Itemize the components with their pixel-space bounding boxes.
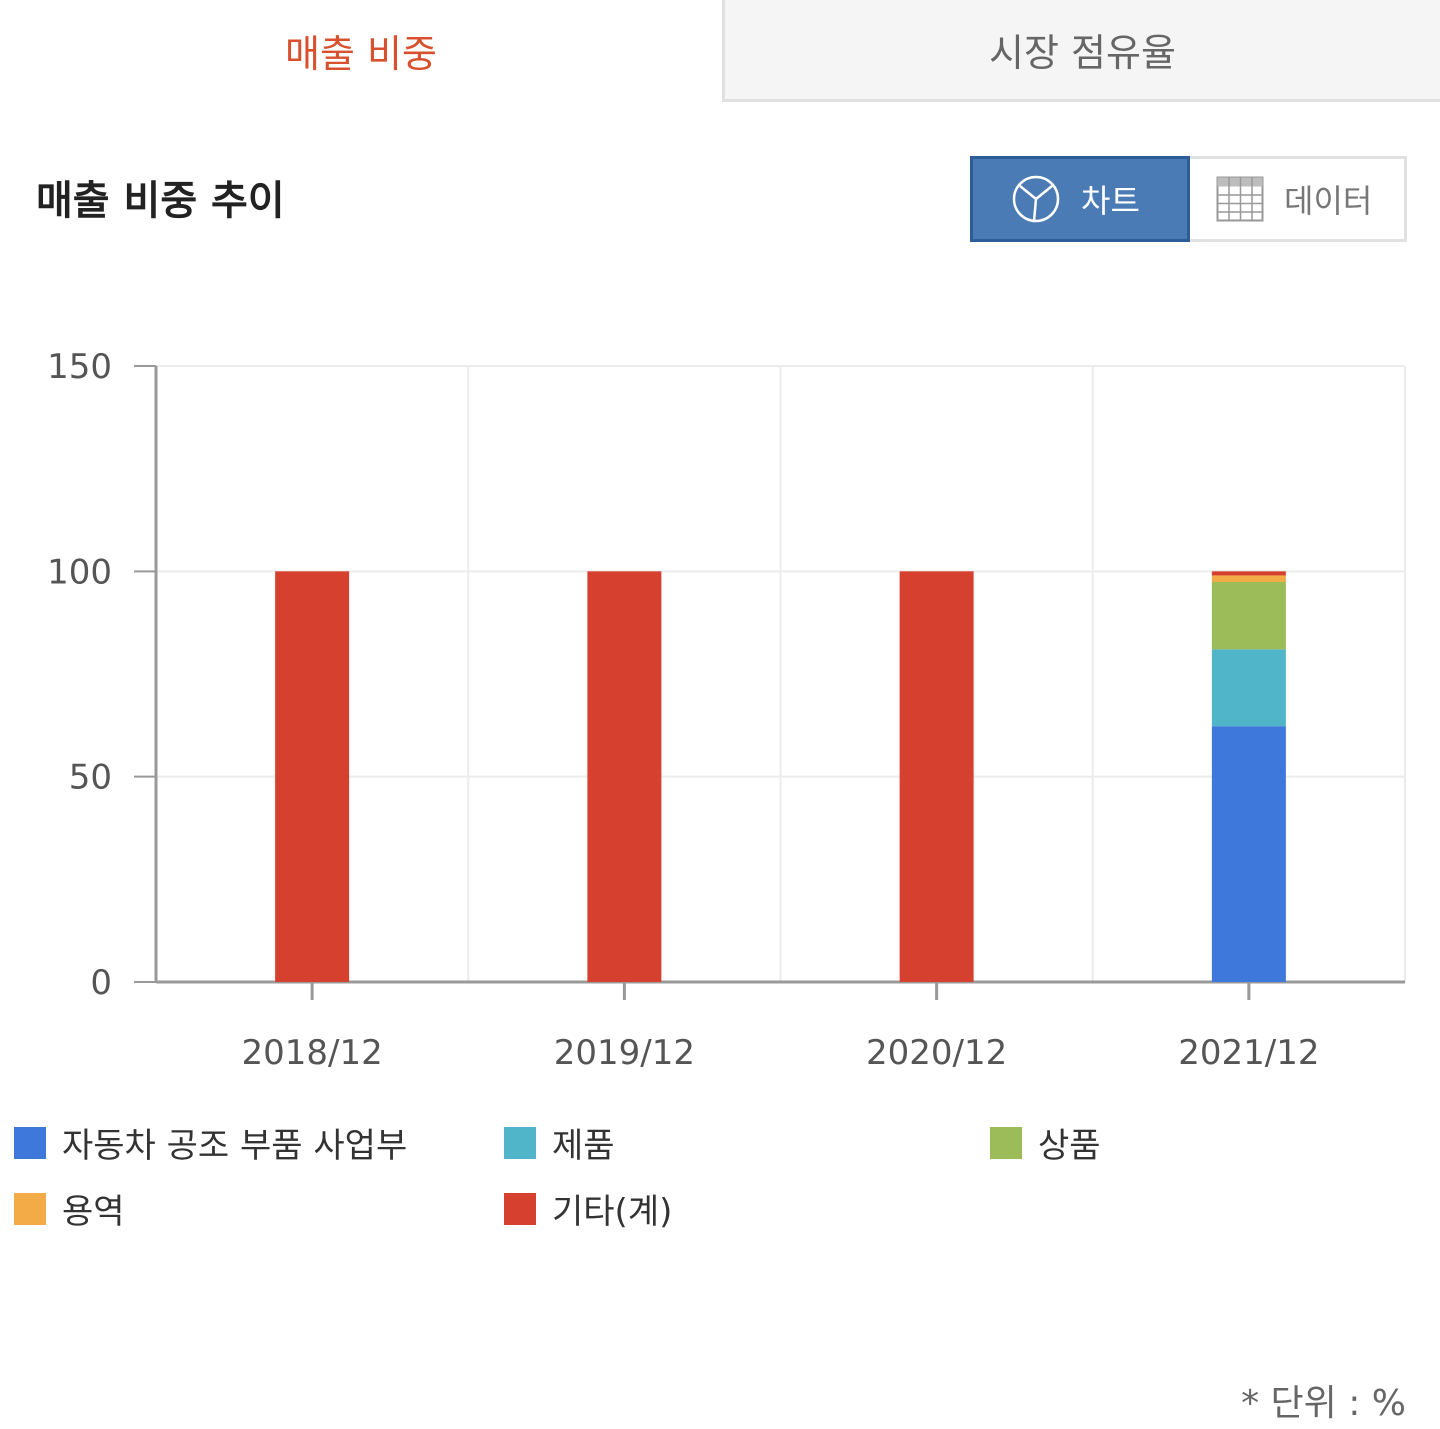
- stacked-bar-chart: 0 50 100 150 2018/12 2019/12 2020/12 2021/12: [47, 347, 1406, 1073]
- legend-swatch: [14, 1192, 46, 1225]
- section-title: 매출 비중 추이: [36, 178, 285, 224]
- y-tick-label: 100: [47, 552, 112, 592]
- bar-segment: [587, 571, 662, 982]
- legend-swatch: [504, 1126, 536, 1159]
- bar-segment: [1211, 571, 1286, 576]
- bar-segment: [1211, 726, 1286, 982]
- bar-segment: [275, 571, 350, 982]
- legend-item[interactable]: 제품: [504, 1118, 615, 1167]
- x-tick-label: 2020/12: [866, 1033, 1007, 1073]
- x-tick-label: 2019/12: [554, 1033, 695, 1073]
- legend-swatch: [504, 1192, 536, 1225]
- legend-label: 자동차 공조 부품 사업부: [62, 1126, 408, 1166]
- bar-segment: [899, 571, 974, 982]
- y-tick-label: 50: [69, 758, 112, 798]
- tab-sales-share[interactable]: 매출 비중: [0, 0, 722, 100]
- tab-market-share[interactable]: 시장 점유율: [722, 0, 1440, 102]
- legend-label: 제품: [552, 1126, 615, 1166]
- tab-bar: 매출 비중 시장 점유율: [0, 0, 1440, 102]
- legend-label: 용역: [62, 1192, 125, 1232]
- legend-swatch: [990, 1126, 1022, 1159]
- legend-swatch: [14, 1126, 46, 1159]
- x-tick-label: 2018/12: [242, 1033, 383, 1073]
- bar-segment: [1211, 649, 1286, 727]
- x-tick-label: 2021/12: [1178, 1033, 1319, 1073]
- legend-item[interactable]: 자동차 공조 부품 사업부: [14, 1118, 407, 1167]
- legend-label: 상품: [1038, 1126, 1101, 1166]
- legend-item[interactable]: 기타(계): [504, 1184, 672, 1233]
- bar-segment: [1211, 582, 1286, 650]
- chart-view-label: 차트: [1081, 182, 1140, 220]
- y-tick-label: 0: [90, 963, 112, 1003]
- view-toggle: 차트 데이터: [970, 156, 1407, 242]
- chart-view-button[interactable]: 차트: [970, 156, 1190, 242]
- y-tick-label: 150: [47, 347, 112, 387]
- legend-item[interactable]: 용역: [14, 1184, 125, 1233]
- pie-chart-icon: [1012, 175, 1060, 223]
- data-view-button[interactable]: 데이터: [1190, 156, 1407, 242]
- table-grid-icon: [1216, 176, 1264, 222]
- legend-label: 기타(계): [552, 1192, 673, 1232]
- bar-segment: [1211, 575, 1286, 583]
- data-view-label: 데이터: [1284, 182, 1373, 220]
- unit-note: * 단위 : %: [1241, 1383, 1406, 1424]
- legend-item[interactable]: 상품: [990, 1118, 1101, 1167]
